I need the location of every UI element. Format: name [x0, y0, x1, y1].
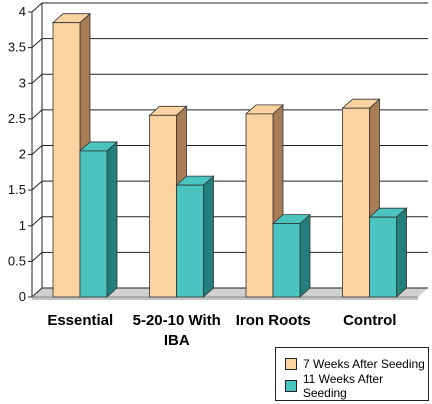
y-tick-label: 0 — [19, 289, 26, 304]
gridline-diagonal — [31, 216, 43, 227]
x-tick-label: Control — [343, 312, 396, 329]
y-tick-label: 1.5 — [8, 182, 26, 197]
y-tick-label: 2.5 — [8, 111, 26, 126]
gridline-diagonal — [31, 2, 43, 13]
legend-swatch-7-weeks — [285, 358, 297, 370]
y-tick-label: 2 — [19, 147, 26, 162]
bar-11-weeks-1 — [175, 175, 215, 298]
y-tick-label: 3.5 — [8, 40, 26, 55]
bar-11-weeks-2-side — [299, 213, 311, 298]
chart-floor — [32, 288, 428, 297]
gridline-diagonal — [31, 180, 43, 191]
chart-floor-edge — [32, 297, 418, 300]
bars — [51, 12, 408, 298]
y-tick-label: 1 — [19, 218, 26, 233]
bar-11-weeks-0-side — [106, 141, 118, 298]
bar-11-weeks-2-front — [272, 223, 301, 298]
bar-7-weeks-3-front — [342, 107, 370, 298]
gridline-diagonal — [31, 38, 43, 48]
bar-11-weeks-1-front — [176, 184, 204, 298]
x-tick-label: Essential — [47, 312, 113, 329]
legend-item-7-weeks: 7 Weeks After Seeding — [285, 356, 425, 372]
bar-11-weeks-2 — [271, 213, 312, 298]
bar-11-weeks-0 — [78, 141, 119, 298]
bar-11-weeks-3-front — [369, 216, 397, 298]
legend-item-11-weeks: 11 Weeks After Seeding — [285, 372, 428, 400]
gridline-diagonal — [31, 252, 43, 262]
legend-label-7-weeks: 7 Weeks After Seeding — [303, 357, 425, 371]
gridline-diagonal — [31, 287, 43, 298]
y-tick-label: 0.5 — [8, 253, 26, 268]
category-labels: Essential 5-20-10 With IBA Iron Roots Contro… — [47, 312, 396, 349]
legend: 7 Weeks After Seeding 11 Weeks After See… — [275, 347, 429, 401]
bar-11-weeks-1-side — [203, 175, 214, 298]
gridline-diagonal — [31, 109, 43, 120]
bar-7-weeks-1-front — [149, 114, 177, 298]
bar-7-weeks-0-front — [52, 22, 81, 298]
y-tick-label: 4 — [19, 4, 26, 19]
bar-11-weeks-3 — [368, 207, 408, 298]
gridline-diagonal — [31, 73, 43, 84]
x-tick-label: 5-20-10 With IBA — [133, 312, 221, 349]
bar-11-weeks-0-front — [79, 150, 108, 298]
x-tick-label: Iron Roots — [236, 312, 311, 329]
y-tick-label: 3 — [19, 75, 26, 90]
bar-7-weeks-2-front — [245, 113, 274, 298]
legend-swatch-11-weeks — [285, 380, 297, 392]
legend-label-11-weeks: 11 Weeks After Seeding — [302, 372, 384, 400]
bar-11-weeks-3-side — [396, 207, 407, 298]
gridline-diagonal — [31, 145, 43, 155]
